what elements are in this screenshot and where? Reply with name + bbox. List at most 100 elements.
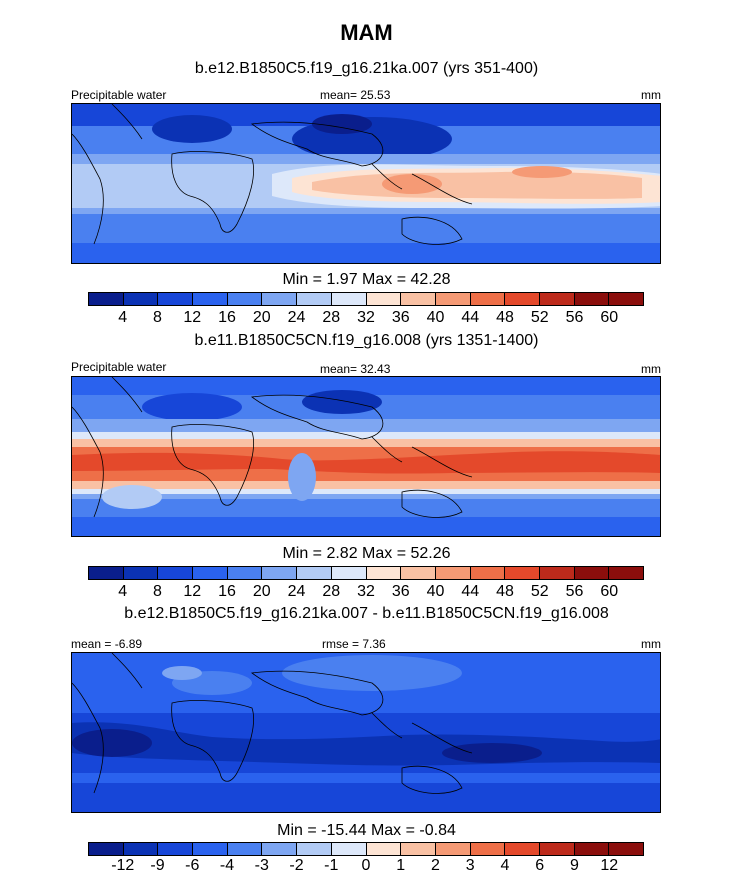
panel-2-map-svg bbox=[72, 377, 660, 536]
colorbar-tick-label: 52 bbox=[530, 309, 549, 326]
colorbar-box bbox=[331, 567, 367, 579]
panel-1-title: b.e12.B1850C5.f19_g16.21ka.007 (yrs 351-… bbox=[194, 60, 539, 77]
panel-2-colorbar-labels: 4 8 12 16 20 24 28 32 36 40 44 48 52 56 60 bbox=[88, 583, 644, 601]
colorbar-tick-label: 4 bbox=[118, 583, 128, 600]
colorbar-tick-label: 48 bbox=[496, 309, 514, 326]
panel-3-rmse-label: rmse = 7.36 bbox=[322, 637, 386, 651]
colorbar-tick-label: 1 bbox=[396, 857, 406, 874]
colorbar-tick-label: 32 bbox=[357, 583, 375, 600]
colorbar-box bbox=[297, 843, 332, 855]
colorbar-box bbox=[123, 293, 159, 305]
colorbar-box bbox=[574, 843, 610, 855]
colorbar-box bbox=[609, 567, 643, 579]
colorbar-tick-label: 8 bbox=[153, 309, 162, 326]
colorbar-tick-label: 60 bbox=[600, 583, 619, 600]
panel-1-mean-label: mean= 25.53 bbox=[320, 88, 391, 102]
colorbar-box bbox=[435, 843, 471, 855]
colorbar-box bbox=[609, 843, 643, 855]
colorbar-tick-label: -12 bbox=[111, 857, 135, 874]
panel-1-colorbar bbox=[88, 292, 644, 306]
colorbar-tick-label: 9 bbox=[570, 857, 579, 874]
colorbar-tick-label: -6 bbox=[185, 857, 200, 874]
colorbar-box bbox=[262, 843, 298, 855]
panel-1-units-label: mm bbox=[641, 88, 661, 102]
colorbar-tick-label: -1 bbox=[324, 857, 339, 874]
colorbar-tick-label: 3 bbox=[465, 857, 475, 874]
panel-3-title: b.e12.B1850C5.f19_g16.21ka.007 - b.e11.B… bbox=[124, 605, 609, 622]
colorbar-box bbox=[609, 293, 643, 305]
colorbar-box bbox=[158, 567, 194, 579]
colorbar-box bbox=[89, 567, 124, 579]
colorbar-box bbox=[435, 567, 471, 579]
colorbar-box bbox=[123, 567, 159, 579]
colorbar-tick-label: 60 bbox=[600, 309, 619, 326]
panel-3-minmax: Min = -15.44 Max = -0.84 bbox=[277, 822, 456, 839]
colorbar-box bbox=[331, 843, 367, 855]
colorbar-box bbox=[193, 567, 228, 579]
colorbar-tick-label: 56 bbox=[565, 309, 584, 326]
colorbar-tick-label: 28 bbox=[322, 309, 341, 326]
colorbar-tick-label: 24 bbox=[287, 583, 306, 600]
colorbar-tick-label: 48 bbox=[496, 583, 514, 600]
colorbar-tick-label: 20 bbox=[252, 583, 271, 600]
panel-2-variable-label: Precipitable water bbox=[71, 360, 167, 374]
panel-1-minmax: Min = 1.97 Max = 42.28 bbox=[282, 271, 451, 288]
colorbar-box bbox=[574, 293, 610, 305]
colorbar-box bbox=[297, 293, 332, 305]
colorbar-box bbox=[470, 293, 506, 305]
colorbar-box bbox=[227, 567, 263, 579]
panel-3-mean-label: mean = -6.89 bbox=[71, 637, 143, 651]
panel-3-units-label: mm bbox=[641, 637, 661, 651]
colorbar-box bbox=[366, 293, 402, 305]
colorbar-box bbox=[574, 567, 610, 579]
colorbar-tick-label: 16 bbox=[218, 309, 236, 326]
colorbar-tick-label: 12 bbox=[600, 857, 619, 874]
colorbar-box bbox=[227, 293, 263, 305]
colorbar-tick-label: 56 bbox=[565, 583, 584, 600]
panel-2-units-label: mm bbox=[641, 362, 661, 376]
colorbar-box bbox=[470, 843, 506, 855]
colorbar-box bbox=[123, 843, 159, 855]
colorbar-box bbox=[470, 567, 506, 579]
colorbar-box bbox=[89, 843, 124, 855]
colorbar-box bbox=[539, 567, 575, 579]
colorbar-tick-label: 44 bbox=[461, 583, 480, 600]
colorbar-box bbox=[158, 293, 194, 305]
colorbar-tick-label: 16 bbox=[218, 583, 236, 600]
colorbar-tick-label: 2 bbox=[431, 857, 440, 874]
panel-2-minmax: Min = 2.82 Max = 52.26 bbox=[282, 545, 451, 562]
colorbar-tick-label: 8 bbox=[153, 583, 162, 600]
colorbar-tick-label: 36 bbox=[391, 309, 410, 326]
colorbar-box bbox=[401, 843, 436, 855]
panel-1-variable-label: Precipitable water bbox=[71, 88, 167, 102]
panel-2-mean-label: mean= 32.43 bbox=[320, 362, 391, 376]
colorbar-tick-label: 24 bbox=[287, 309, 306, 326]
colorbar-tick-label: 44 bbox=[461, 309, 480, 326]
colorbar-box bbox=[539, 843, 575, 855]
colorbar-box bbox=[227, 843, 263, 855]
colorbar-box bbox=[366, 567, 402, 579]
colorbar-box bbox=[505, 843, 540, 855]
panel-3-map-svg bbox=[72, 653, 660, 812]
colorbar-box bbox=[539, 293, 575, 305]
panel-1-map-svg bbox=[72, 104, 660, 263]
colorbar-tick-label: -4 bbox=[219, 857, 235, 874]
panel-1-map bbox=[71, 103, 661, 264]
colorbar-box bbox=[193, 843, 228, 855]
panel-3-colorbar-labels: -12 -9 -6 -4 -3 -2 -1 0 1 2 3 4 6 9 12 bbox=[88, 857, 644, 875]
panel-3-map bbox=[71, 652, 661, 813]
figure-title: MAM bbox=[340, 20, 393, 45]
colorbar-box bbox=[262, 567, 298, 579]
colorbar-box bbox=[401, 567, 436, 579]
colorbar-tick-label: 40 bbox=[426, 309, 445, 326]
colorbar-box bbox=[366, 843, 402, 855]
colorbar-box bbox=[262, 293, 298, 305]
colorbar-box bbox=[505, 293, 540, 305]
colorbar-box bbox=[331, 293, 367, 305]
colorbar-box bbox=[158, 843, 194, 855]
colorbar-tick-label: 40 bbox=[426, 583, 445, 600]
colorbar-tick-label: -9 bbox=[150, 857, 165, 874]
colorbar-box bbox=[435, 293, 471, 305]
colorbar-box bbox=[401, 293, 436, 305]
colorbar-tick-label: 4 bbox=[118, 309, 128, 326]
